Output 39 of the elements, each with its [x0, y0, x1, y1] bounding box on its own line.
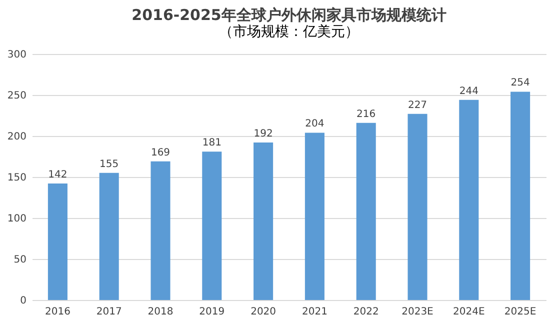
data-label: 204 — [305, 118, 324, 130]
data-label: 142 — [48, 170, 68, 181]
x-tick-label: 2024E — [453, 306, 485, 318]
x-tick-label: 2016 — [44, 306, 70, 318]
x-tick-label: 2019 — [199, 306, 225, 318]
x-tick-label: 2025E — [504, 306, 536, 318]
y-tick-label: 0 — [20, 296, 26, 306]
bar — [408, 114, 428, 300]
bar — [202, 152, 222, 300]
data-label: 227 — [408, 100, 428, 111]
data-label: 169 — [150, 147, 170, 158]
bar — [48, 184, 68, 300]
chart-title: 2016-2025年全球户外休闲家具市场规模统计 — [132, 6, 446, 24]
bar — [510, 92, 530, 300]
bar — [459, 100, 479, 300]
y-tick-label: 50 — [14, 254, 26, 266]
bar — [99, 172, 119, 300]
bar — [356, 122, 376, 300]
x-tick-label: 2021 — [302, 306, 328, 318]
bar — [150, 161, 170, 300]
data-label: 244 — [459, 86, 478, 97]
data-label: 192 — [254, 128, 273, 140]
x-tick-label: 2023E — [402, 306, 434, 318]
y-tick-label: 300 — [7, 50, 26, 60]
y-tick-label: 200 — [7, 132, 26, 142]
data-label: 155 — [100, 158, 119, 170]
x-tick-label: 2020 — [250, 306, 276, 318]
data-label: 181 — [202, 138, 222, 149]
y-tick-label: 150 — [7, 172, 26, 184]
x-tick-label: 2022 — [353, 306, 379, 318]
bar — [304, 132, 324, 300]
chart-subtitle: （市场规模：亿美元） — [219, 24, 359, 40]
bar — [254, 142, 274, 300]
y-tick-label: 100 — [7, 214, 26, 224]
x-tick-label: 2017 — [96, 306, 122, 318]
x-tick-label: 2018 — [148, 306, 174, 318]
data-label: 216 — [356, 108, 376, 120]
data-label: 254 — [510, 78, 530, 89]
y-tick-label: 250 — [7, 90, 26, 102]
